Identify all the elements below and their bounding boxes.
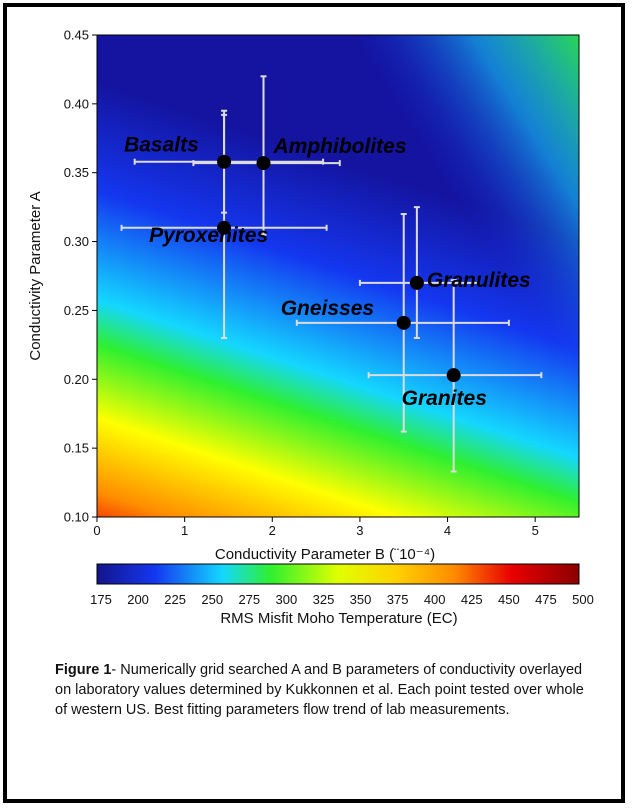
y-axis-title: Conductivity Parameter A: [27, 191, 44, 360]
colorbar-gradient: [96, 563, 580, 585]
y-tick-label: 0.40: [64, 96, 89, 111]
y-tick-label: 0.45: [64, 28, 89, 43]
figure-caption: Figure 1- Numerically grid searched A an…: [55, 660, 595, 720]
data-point-granulites: [409, 275, 424, 290]
x-tick-label: 5: [532, 523, 539, 538]
figure-frame: 0 1 2 3 4 5 0.10 0.15 0.20 0.25 0.30 0.35 0.40 0.45 B…: [3, 3, 625, 803]
x-tick-label: 0: [93, 523, 100, 538]
y-tick-label: 0.10: [64, 510, 89, 525]
colorbar-tick-label: 250: [201, 592, 223, 607]
x-tick-label: 1: [181, 523, 188, 538]
colorbar-tick-label: 200: [127, 592, 149, 607]
point-label-pyroxenites: Pyroxenites: [149, 224, 268, 247]
colorbar-tick-label: 475: [535, 592, 557, 607]
colorbar: 175 200 225 250 275 300 325 350 375 400 425 450 475 5…: [90, 563, 594, 627]
y-tick-label: 0.20: [64, 372, 89, 387]
colorbar-tick-label: 175: [90, 592, 112, 607]
data-point-amphibolites: [256, 156, 271, 171]
data-point-basalts: [217, 154, 232, 169]
data-point-gneisses: [396, 315, 411, 330]
x-tick-label: 4: [444, 523, 451, 538]
data-point-granites: [446, 368, 461, 383]
y-tick-label: 0.30: [64, 234, 89, 249]
point-label-gneisses: Gneisses: [281, 297, 374, 320]
data-points: [217, 154, 461, 383]
point-label-basalts: Basalts: [124, 134, 199, 157]
point-label-granites: Granites: [402, 387, 487, 410]
colorbar-tick-label: 425: [461, 592, 483, 607]
point-label-granulites: Granulites: [427, 269, 531, 292]
x-tick-label: 3: [356, 523, 363, 538]
colorbar-tick-label: 225: [164, 592, 186, 607]
caption-bold: Figure 1: [55, 662, 112, 678]
point-label-amphibolites: Amphibolites: [273, 135, 407, 158]
colorbar-tick-label: 350: [350, 592, 372, 607]
colorbar-tick-label: 325: [313, 592, 335, 607]
x-axis-title: Conductivity Parameter B (¨10⁻⁴): [215, 546, 435, 563]
colorbar-tick-label: 300: [276, 592, 298, 607]
plot-border: [96, 34, 580, 518]
y-tick-label: 0.35: [64, 165, 89, 180]
colorbar-tick-label: 275: [238, 592, 260, 607]
x-tick-label: 2: [269, 523, 276, 538]
colorbar-title: RMS Misfit Moho Temperature (EC): [220, 610, 457, 627]
misfit-field-overlay: [97, 35, 579, 517]
colorbar-tick-label: 450: [498, 592, 520, 607]
colorbar-ticks: 175 200 225 250 275 300 325 350 375 400 425 450 475 5…: [90, 592, 594, 607]
y-tick-label: 0.15: [64, 441, 89, 456]
data-point-pyroxenites: [217, 220, 232, 235]
point-labels: Basalts Amphibolites Pyroxenites Granulites…: [124, 134, 531, 410]
plot-area: [96, 34, 580, 518]
axes: 0 1 2 3 4 5 0.10 0.15 0.20 0.25 0.30 0.35 0.40 0.45: [64, 28, 539, 539]
caption-text: - Numerically grid searched A and B para…: [55, 662, 584, 718]
colorbar-tick-label: 400: [424, 592, 446, 607]
y-tick-label: 0.25: [64, 303, 89, 318]
colorbar-tick-label: 375: [387, 592, 409, 607]
chart: 0 1 2 3 4 5 0.10 0.15 0.20 0.25 0.30 0.35 0.40 0.45 B…: [27, 28, 594, 628]
colorbar-tick-label: 500: [572, 592, 594, 607]
